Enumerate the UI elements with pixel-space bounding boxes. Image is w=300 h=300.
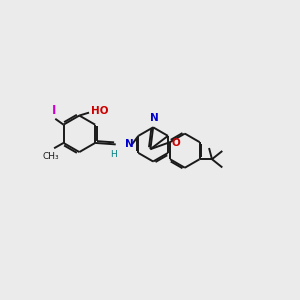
Text: O: O (172, 138, 180, 148)
Text: CH₃: CH₃ (42, 152, 59, 161)
Text: H: H (110, 150, 117, 159)
Text: N: N (124, 140, 133, 149)
Text: HO: HO (91, 106, 109, 116)
Text: N: N (150, 113, 159, 123)
Text: I: I (52, 104, 56, 117)
